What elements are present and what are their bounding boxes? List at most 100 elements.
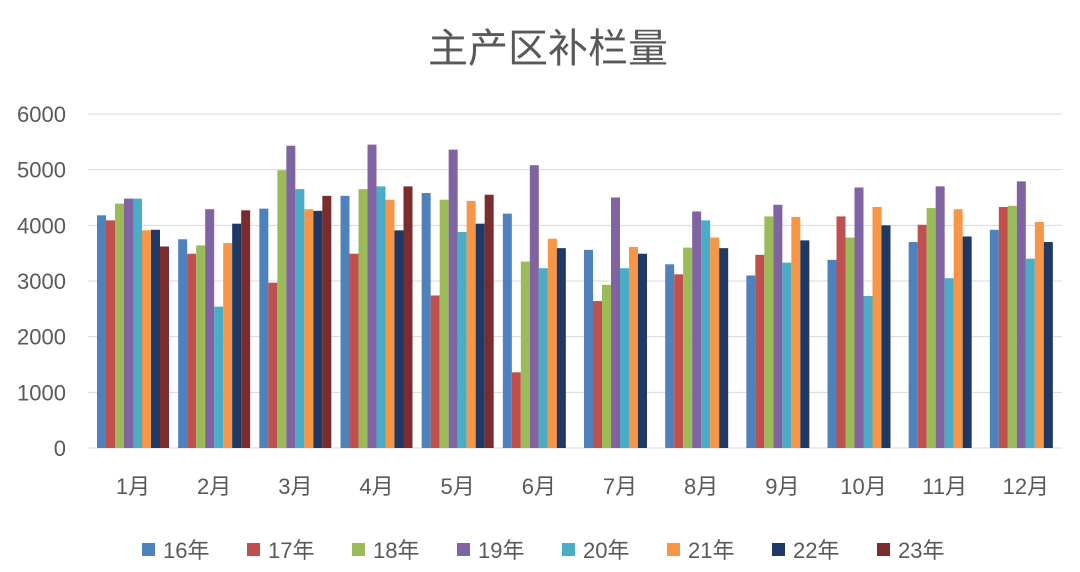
bar-19年-2月: [205, 209, 215, 448]
bar-17年-11月: [917, 224, 927, 448]
legend-item: 18年: [352, 538, 419, 563]
legend-label: 20年: [583, 538, 629, 563]
bar-17年-7月: [593, 301, 602, 448]
x-tick-label: 12月: [1003, 474, 1049, 499]
x-tick-label: 7月: [603, 474, 637, 499]
bar-19年-12月: [1016, 181, 1026, 448]
y-axis-ticks: 0 1000 2000 3000 4000 5000 6000: [17, 102, 66, 461]
bar-16年-10月: [827, 259, 837, 448]
bar-19年-10月: [854, 187, 864, 449]
legend-label: 18年: [373, 538, 419, 563]
x-tick-label: 6月: [522, 474, 556, 499]
bar-21年-12月: [1034, 221, 1044, 448]
bar-16年-3月: [259, 208, 269, 448]
bar-20年-7月: [620, 268, 629, 448]
bar-23年-5月: [484, 194, 494, 448]
bar-22年-8月: [719, 248, 729, 448]
bar-19年-8月: [692, 211, 702, 448]
x-tick-label: 4月: [359, 474, 393, 499]
bar-19年-3月: [286, 145, 296, 449]
bar-20年-12月: [1025, 258, 1035, 448]
legend-swatch: [667, 543, 680, 556]
bar-17年-1月: [106, 220, 115, 448]
legend-label: 16年: [163, 538, 209, 563]
x-tick-label: 5月: [441, 474, 475, 499]
x-tick-label: 11月: [922, 474, 967, 499]
bar-22年-11月: [962, 236, 972, 448]
bar-16年-2月: [178, 239, 188, 448]
y-tick-label: 6000: [17, 102, 66, 127]
bar-23年-3月: [322, 195, 332, 448]
legend-swatch: [877, 543, 890, 556]
bar-16年-4月: [340, 195, 350, 448]
bar-16年-8月: [665, 264, 675, 448]
bar-17年-4月: [349, 253, 359, 448]
bar-21年-1月: [142, 230, 151, 448]
legend-item: 23年: [877, 538, 944, 563]
legend-swatch: [457, 543, 470, 556]
bar-20年-9月: [782, 262, 792, 448]
bar-21年-7月: [629, 247, 638, 448]
legend-label: 21年: [688, 538, 734, 563]
bar-22年-2月: [232, 223, 242, 448]
bar-21年-11月: [953, 209, 963, 448]
bar-20年-1月: [133, 198, 142, 448]
bar-21年-6月: [547, 238, 557, 448]
x-tick-label: 1月: [116, 474, 150, 499]
bar-18年-11月: [926, 208, 936, 448]
bar-22年-1月: [151, 229, 160, 448]
bar-23年-2月: [241, 210, 251, 448]
bar-23年-1月: [160, 246, 169, 448]
bar-18年-3月: [277, 170, 287, 448]
legend-swatch: [562, 543, 575, 556]
bar-16年-12月: [989, 229, 999, 448]
bar-20年-10月: [863, 296, 873, 448]
legend-swatch: [772, 543, 785, 556]
gridlines: [88, 113, 1062, 449]
legend-label: 19年: [478, 538, 524, 563]
legend-swatch: [247, 543, 260, 556]
legend-item: 22年: [772, 538, 839, 563]
x-tick-label: 8月: [684, 474, 718, 499]
bar-19年-6月: [529, 165, 539, 449]
bar-16年-6月: [502, 213, 512, 448]
bar-21年-5月: [466, 200, 476, 448]
bar-21年-2月: [223, 243, 233, 448]
bar-21年-4月: [385, 199, 395, 448]
legend-item: 17年: [247, 538, 314, 563]
bar-18年-7月: [602, 284, 611, 448]
bar-21年-8月: [710, 237, 720, 448]
bar-23年-4月: [403, 186, 413, 448]
bar-18年-6月: [520, 261, 530, 448]
legend-label: 23年: [898, 538, 944, 563]
x-tick-label: 3月: [278, 474, 312, 499]
bar-17年-2月: [187, 253, 197, 448]
bar-22年-3月: [313, 210, 323, 448]
bar-22年-5月: [475, 223, 485, 448]
bar-20年-4月: [376, 186, 386, 448]
bar-16年-1月: [97, 215, 106, 448]
bar-20年-6月: [538, 268, 548, 448]
x-tick-label: 2月: [197, 474, 231, 499]
bar-20年-8月: [701, 220, 711, 448]
bar-22年-4月: [394, 230, 404, 448]
bar-21年-3月: [304, 209, 314, 448]
bar-17年-10月: [836, 216, 846, 448]
bar-22年-7月: [638, 253, 647, 448]
x-tick-label: 10月: [840, 474, 886, 499]
bar-20年-3月: [295, 189, 305, 448]
x-axis-ticks: 1月 2月 3月 4月 5月 6月 7月 8月 9月 10月 11月 12月: [116, 474, 1049, 499]
y-tick-label: 0: [54, 436, 66, 461]
bar-19年-7月: [611, 197, 620, 448]
legend-item: 20年: [562, 538, 629, 563]
legend: 16年 17年 18年 19年 20年 21年 22年 23年: [142, 538, 944, 563]
bar-20年-2月: [214, 306, 224, 448]
legend-swatch: [142, 543, 155, 556]
bar-18年-1月: [115, 203, 124, 448]
bar-17年-9月: [755, 254, 765, 448]
bar-18年-8月: [683, 247, 693, 448]
bar-22年-10月: [881, 225, 891, 448]
bar-21年-9月: [791, 216, 801, 448]
legend-label: 22年: [793, 538, 839, 563]
